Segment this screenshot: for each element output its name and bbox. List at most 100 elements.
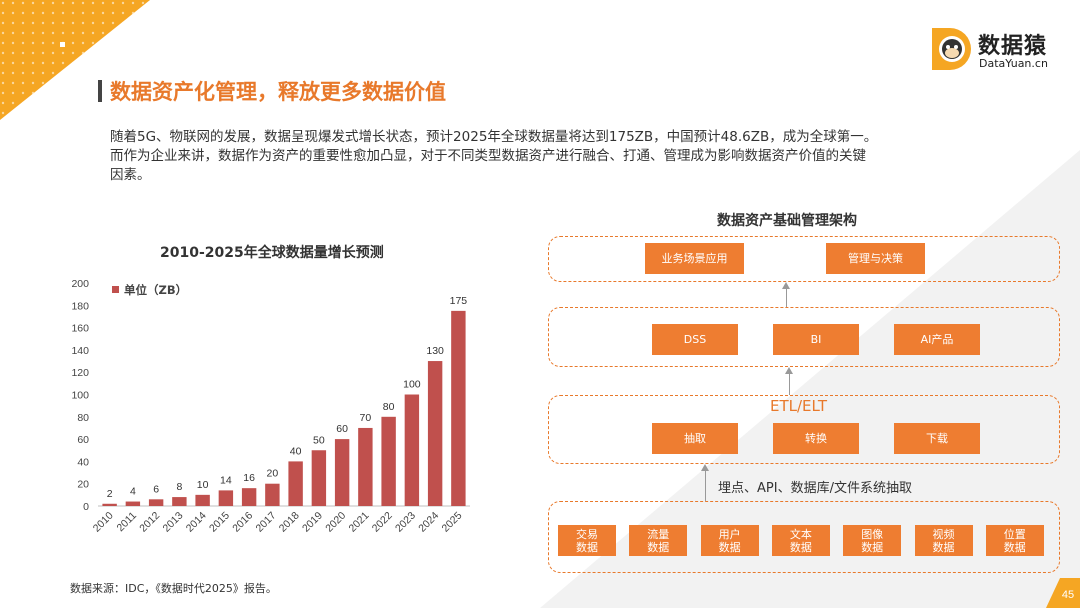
source-box-3: 文本 数据 xyxy=(771,525,830,556)
analysis-layer xyxy=(548,307,1060,367)
source-box-6: 位置 数据 xyxy=(985,525,1044,556)
legend-label: 单位（ZB） xyxy=(124,283,187,297)
x-tick-label: 2024 xyxy=(416,510,441,535)
data-source-note: 数据来源：IDC，《数据时代2025》报告。 xyxy=(70,582,277,595)
data-label: 175 xyxy=(450,295,468,307)
analysis-box-bi: BI xyxy=(773,324,859,355)
data-label: 14 xyxy=(220,474,232,486)
extraction-methods-label: 埋点、API、数据库/文件系统抽取 xyxy=(718,481,912,496)
intro-line-2: 而作为企业来讲，数据作为资产的重要性愈加凸显，对于不同类型数据资产进行融合、打通… xyxy=(110,148,866,164)
source-box-2: 用户 数据 xyxy=(700,525,759,556)
x-tick-label: 2011 xyxy=(115,510,140,535)
data-label: 40 xyxy=(290,445,302,457)
data-source-layer xyxy=(548,501,1060,573)
source-box-label: 用户 xyxy=(718,527,741,541)
source-box-1: 流量 数据 xyxy=(629,525,688,556)
analysis-box-dss: DSS xyxy=(652,324,738,355)
y-tick-label: 160 xyxy=(71,323,89,335)
source-box-0: 交易 数据 xyxy=(558,525,616,556)
source-box-label: 图像 xyxy=(861,527,884,541)
bar-2011 xyxy=(125,501,141,506)
data-label: 60 xyxy=(336,423,348,435)
bar-2015 xyxy=(218,490,234,506)
bar-2022 xyxy=(381,416,396,506)
bar-2020 xyxy=(334,439,350,506)
bar-2021 xyxy=(358,427,373,506)
brand-logo: 数据猿 DataYuan.cn xyxy=(930,26,1070,74)
y-tick-label: 140 xyxy=(71,345,89,357)
y-tick-label: 60 xyxy=(77,434,89,446)
x-tick-label: 2018 xyxy=(277,510,302,535)
source-box-label: 交易 xyxy=(576,527,598,541)
data-label: 8 xyxy=(176,481,182,493)
y-tick-label: 180 xyxy=(71,300,89,312)
legend-swatch xyxy=(112,286,119,293)
data-label: 130 xyxy=(426,345,444,357)
intro-line-1: 随着5G、物联网的发展，数据呈现爆发式增长状态，预计2025年全球数据量将达到1… xyxy=(110,129,878,145)
y-tick-label: 20 xyxy=(77,479,89,491)
bar-2024 xyxy=(427,361,443,506)
bar-2013 xyxy=(172,497,187,506)
bar-2018 xyxy=(288,461,303,506)
title-accent-bar xyxy=(98,80,102,102)
data-label: 10 xyxy=(197,479,209,491)
source-box-label: 流量 xyxy=(647,527,670,541)
bar-2019 xyxy=(311,450,327,506)
x-tick-label: 2015 xyxy=(207,510,232,535)
source-box-label: 文本 xyxy=(789,527,812,541)
y-tick-label: 0 xyxy=(83,501,89,513)
bar-2023 xyxy=(404,394,420,506)
intro-paragraph: 随着5G、物联网的发展，数据呈现爆发式增长状态，预计2025年全球数据量将达到1… xyxy=(110,128,1010,185)
arrow-head-3 xyxy=(701,464,709,471)
x-tick-label: 2013 xyxy=(160,510,185,535)
x-tick-label: 2022 xyxy=(370,510,395,535)
intro-line-3: 因素。 xyxy=(110,167,151,183)
arrow-head-1 xyxy=(782,282,790,289)
data-label: 4 xyxy=(130,486,136,498)
source-box-4: 图像 数据 xyxy=(843,525,902,556)
bar-2025 xyxy=(451,310,466,506)
application-layer xyxy=(548,236,1060,282)
analysis-box-ai: AI产品 xyxy=(894,324,980,355)
x-tick-label: 2014 xyxy=(184,510,209,535)
y-tick-label: 80 xyxy=(77,412,89,424)
app-box-decision: 管理与决策 xyxy=(826,243,925,274)
etl-box-extract: 抽取 xyxy=(652,423,738,454)
y-tick-label: 100 xyxy=(71,390,89,402)
brand-url: DataYuan.cn xyxy=(979,57,1048,70)
source-box-label: 位置 xyxy=(1003,527,1026,541)
y-tick-label: 120 xyxy=(71,367,89,379)
page-title: 数据资产化管理，释放更多数据价值 xyxy=(110,80,446,104)
source-box-label: 数据 xyxy=(861,540,884,554)
source-box-5: 视频 数据 xyxy=(914,525,973,556)
y-tick-label: 40 xyxy=(77,456,89,468)
source-box-label: 视频 xyxy=(932,527,955,541)
source-box-label: 数据 xyxy=(789,540,812,554)
bar-2017 xyxy=(265,483,280,506)
arrow-source-to-etl xyxy=(705,470,706,501)
source-box-label: 数据 xyxy=(647,540,670,554)
page-number: 45 xyxy=(1062,589,1074,601)
x-tick-label: 2023 xyxy=(393,510,418,535)
y-tick-label: 200 xyxy=(71,278,89,290)
x-tick-label: 2016 xyxy=(230,510,255,535)
page-number-badge: 45 xyxy=(1046,578,1080,608)
x-tick-label: 2025 xyxy=(439,510,464,535)
data-label: 6 xyxy=(153,483,159,495)
data-label: 70 xyxy=(360,412,372,424)
bar-2014 xyxy=(195,494,210,506)
x-tick-label: 2017 xyxy=(253,510,278,535)
source-box-label: 数据 xyxy=(576,540,598,554)
source-box-label: 数据 xyxy=(1003,540,1026,554)
page-number-shape: 45 xyxy=(1046,578,1080,608)
brand-name: 数据猿 xyxy=(978,34,1048,59)
monkey-logo-icon xyxy=(932,28,971,70)
data-label: 80 xyxy=(383,401,395,413)
data-label: 16 xyxy=(243,472,255,484)
x-tick-label: 2010 xyxy=(91,510,116,535)
etl-layer xyxy=(548,395,1060,464)
x-tick-label: 2019 xyxy=(300,510,325,535)
arrow-head-2 xyxy=(785,367,793,374)
